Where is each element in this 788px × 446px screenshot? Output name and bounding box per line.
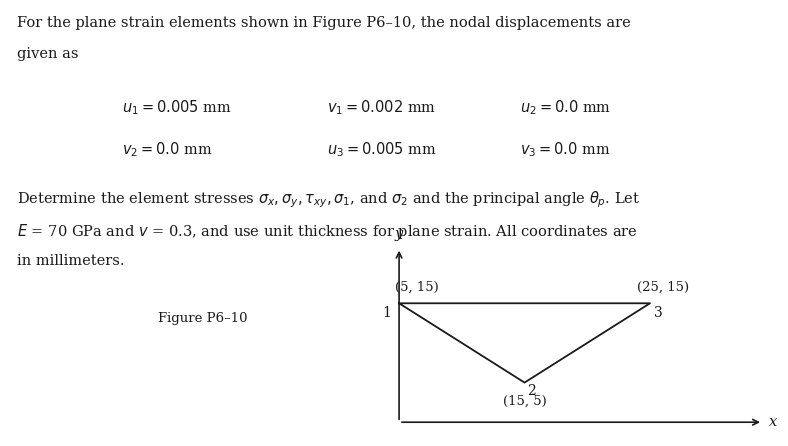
Text: For the plane strain elements shown in Figure P6–10, the nodal displacements are: For the plane strain elements shown in F… (17, 16, 631, 29)
Text: $u_3 = 0.005$ mm: $u_3 = 0.005$ mm (327, 140, 437, 159)
Text: x: x (769, 415, 778, 429)
Text: (25, 15): (25, 15) (637, 281, 690, 294)
Text: 1: 1 (383, 306, 392, 320)
Text: y: y (395, 227, 403, 241)
Text: (15, 5): (15, 5) (503, 395, 546, 408)
Text: $u_2 = 0.0$ mm: $u_2 = 0.0$ mm (520, 98, 611, 117)
Text: $v_2 = 0.0$ mm: $v_2 = 0.0$ mm (122, 140, 213, 159)
Text: $u_1 = 0.005$ mm: $u_1 = 0.005$ mm (122, 98, 232, 117)
Text: in millimeters.: in millimeters. (17, 254, 125, 268)
Text: 3: 3 (654, 306, 663, 320)
Text: $v_1 = 0.002$ mm: $v_1 = 0.002$ mm (327, 98, 437, 117)
Text: Figure P6–10: Figure P6–10 (158, 312, 247, 325)
Text: given as: given as (17, 47, 79, 61)
Text: $E$ = 70 GPa and $v$ = 0.3, and use unit thickness for plane strain. All coordin: $E$ = 70 GPa and $v$ = 0.3, and use unit… (17, 222, 638, 241)
Text: $v_3 = 0.0$ mm: $v_3 = 0.0$ mm (520, 140, 611, 159)
Text: Determine the element stresses $\sigma_x, \sigma_y, \tau_{xy}, \sigma_1$, and $\: Determine the element stresses $\sigma_x… (17, 190, 641, 210)
Text: 2: 2 (527, 384, 536, 398)
Text: (5, 15): (5, 15) (396, 281, 439, 294)
